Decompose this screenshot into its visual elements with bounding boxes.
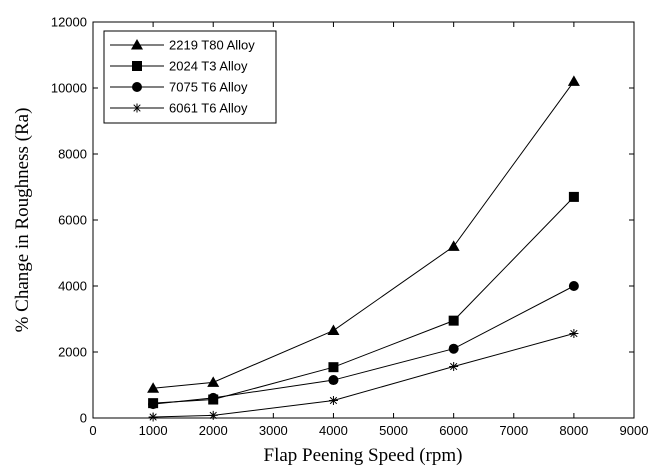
series-line [153, 81, 575, 389]
y-tick-label: 4000 [58, 279, 87, 294]
x-tick-label: 0 [89, 423, 96, 438]
data-point [148, 412, 158, 422]
y-tick-label: 2000 [58, 345, 87, 360]
data-point [328, 362, 339, 373]
x-tick-label: 7000 [499, 423, 528, 438]
legend-label: 6061 T6 Alloy [169, 101, 248, 116]
legend-entry: 2219 T80 Alloy [110, 38, 255, 53]
data-point [569, 329, 579, 339]
y-tick-label: 10000 [51, 81, 87, 96]
x-tick-label: 2000 [199, 423, 228, 438]
x-tick-label: 8000 [559, 423, 588, 438]
data-point [327, 324, 340, 336]
y-axis-title: % Change in Roughness (Ra) [12, 108, 33, 333]
data-point [147, 382, 160, 393]
legend-label: 2024 T3 Alloy [169, 59, 248, 74]
axis-ticks: 0 1000 2000 3000 4000 5000 6000 7000 8000 9000 0 20… [51, 15, 649, 439]
series-2 [148, 281, 579, 410]
legend-entry: 2024 T3 Alloy [110, 59, 248, 74]
series-0 [147, 75, 580, 393]
data-point [567, 75, 580, 86]
legend-label: 2219 T80 Alloy [169, 38, 255, 53]
x-tick-label: 6000 [439, 423, 468, 438]
y-tick-label: 12000 [51, 15, 87, 30]
x-tick-label: 4000 [319, 423, 348, 438]
x-tick-label: 3000 [259, 423, 288, 438]
series-1 [148, 191, 579, 409]
data-point [447, 240, 460, 251]
series-3 [148, 329, 579, 422]
y-tick-label: 0 [80, 411, 87, 426]
x-tick-label: 1000 [139, 423, 168, 438]
data-point [208, 410, 218, 420]
series-layer [147, 75, 580, 422]
data-point [568, 281, 579, 291]
legend-marker [132, 61, 142, 71]
data-point [449, 362, 459, 372]
data-point [568, 191, 579, 202]
plot-frame [92, 21, 635, 419]
legend-marker [131, 39, 143, 50]
legend-label: 7075 T6 Alloy [169, 80, 248, 95]
x-axis-title: Flap Peening Speed (rpm) [264, 445, 463, 466]
x-tick-label: 5000 [379, 423, 408, 438]
data-point [328, 396, 338, 406]
data-point [448, 315, 459, 326]
legend: 2219 T80 Alloy 2024 T3 Alloy 7075 T6 Alloy… [103, 30, 277, 124]
legend-marker [132, 103, 142, 113]
legend-marker [132, 82, 142, 92]
data-point [448, 343, 459, 354]
legend-entry: 7075 T6 Alloy [110, 80, 248, 95]
data-point [207, 376, 220, 387]
data-point [208, 392, 219, 403]
x-tick-label: 9000 [620, 423, 649, 438]
legend-entry: 6061 T6 Alloy [110, 101, 248, 116]
data-point [328, 375, 339, 386]
data-point [148, 399, 159, 410]
y-tick-label: 6000 [58, 213, 87, 228]
y-tick-label: 8000 [58, 147, 87, 162]
